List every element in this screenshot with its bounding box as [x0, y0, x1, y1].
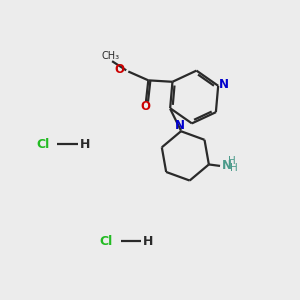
Text: H: H [228, 156, 236, 166]
Text: CH₃: CH₃ [102, 51, 120, 61]
Text: O: O [141, 100, 151, 113]
Text: N: N [221, 158, 232, 172]
Text: O: O [114, 63, 124, 76]
Text: H: H [80, 138, 90, 151]
Text: N: N [175, 119, 184, 132]
Text: N: N [219, 78, 229, 92]
Text: Cl: Cl [99, 235, 112, 248]
Text: Cl: Cl [36, 138, 49, 151]
Text: H: H [143, 235, 154, 248]
Text: H: H [230, 163, 238, 173]
